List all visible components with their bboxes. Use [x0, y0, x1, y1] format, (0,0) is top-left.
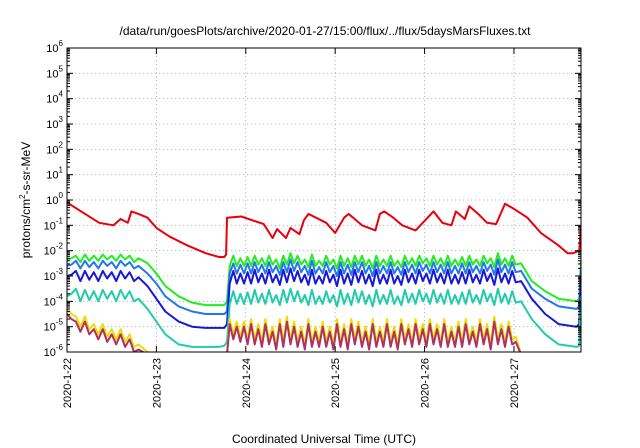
y-tick-label: 101	[46, 166, 63, 182]
x-tick-label: 2020-1-24	[241, 358, 253, 408]
axis-ticks	[66, 47, 581, 353]
x-tick-labels: 2020-1-22 2020-1-23 2020-1-24 2020-1-25 2020…	[62, 358, 521, 408]
x-tick-label: 2020-1-25	[330, 358, 342, 408]
series-line-5	[67, 287, 581, 348]
y-tick-label: 10-3	[44, 267, 64, 283]
series-line-2	[67, 252, 581, 307]
x-axis-label: Coordinated Universal Time (UTC)	[232, 432, 416, 446]
y-axis-label: protons/cm2-s-sr-MeV	[18, 142, 33, 258]
x-tick-label: 2020-1-23	[151, 358, 163, 408]
y-tick-label: 102	[46, 140, 63, 156]
y-tick-label: 106	[46, 39, 63, 55]
y-tick-label: 104	[46, 90, 63, 106]
y-tick-labels: 106 105 104 103 102 101 100 10-1 10-2 10-3 10-4 10-…	[44, 39, 64, 359]
series-line-1	[67, 201, 581, 258]
series-line-7	[67, 313, 522, 352]
y-tick-label: 10-5	[44, 318, 64, 334]
series-line-3	[67, 258, 581, 315]
x-tick-label: 2020-1-22	[62, 358, 74, 408]
y-tick-label: 10-2	[44, 242, 64, 258]
y-tick-label: 10-1	[44, 216, 64, 232]
x-tick-label: 2020-1-27	[509, 358, 521, 408]
y-tick-label: 105	[46, 64, 63, 80]
x-tick-label: 2020-1-26	[420, 358, 432, 408]
y-tick-label: 10-6	[44, 343, 64, 359]
y-tick-label: 100	[46, 191, 63, 207]
chart-title: /data/run/goesPlots/archive/2020-01-27/1…	[120, 24, 532, 38]
y-tick-label: 103	[46, 115, 63, 131]
series-line-4	[67, 267, 581, 329]
data-series	[67, 201, 581, 352]
y-tick-label: 10-4	[44, 292, 64, 308]
